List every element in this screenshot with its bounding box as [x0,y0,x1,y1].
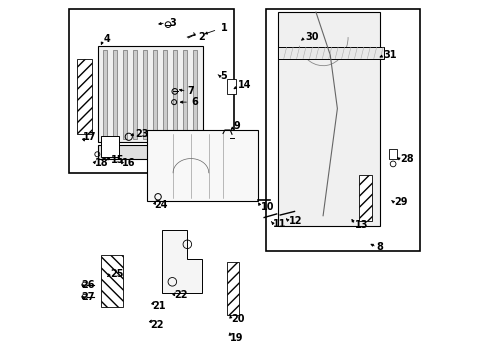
Text: 29: 29 [394,197,407,207]
Text: 14: 14 [238,80,251,90]
FancyBboxPatch shape [101,255,122,307]
Text: 24: 24 [154,200,168,210]
FancyBboxPatch shape [183,50,187,139]
Text: 20: 20 [230,314,244,324]
Text: 22: 22 [174,290,187,300]
FancyBboxPatch shape [77,59,92,134]
Text: 31: 31 [383,50,397,60]
Text: 11: 11 [273,219,286,229]
FancyBboxPatch shape [143,50,147,139]
Polygon shape [147,130,258,202]
Text: 15: 15 [110,156,124,165]
FancyBboxPatch shape [98,145,203,158]
Text: 18: 18 [94,158,108,168]
Text: 13: 13 [354,220,368,230]
FancyBboxPatch shape [123,50,127,139]
Text: 8: 8 [376,242,383,252]
Text: 6: 6 [190,97,197,107]
FancyBboxPatch shape [133,50,137,139]
FancyBboxPatch shape [227,78,235,94]
FancyBboxPatch shape [173,50,177,139]
Text: 21: 21 [152,301,166,311]
Text: 9: 9 [233,121,240,131]
FancyBboxPatch shape [113,50,117,139]
FancyBboxPatch shape [103,50,107,139]
Text: 7: 7 [187,86,194,96]
Text: 30: 30 [305,32,318,42]
Text: 26: 26 [81,280,94,291]
Text: 10: 10 [260,202,273,212]
Text: 19: 19 [230,333,243,343]
Text: 5: 5 [220,71,226,81]
FancyBboxPatch shape [358,175,372,221]
Text: 27: 27 [81,292,94,302]
Polygon shape [278,12,380,226]
Text: 17: 17 [83,132,96,142]
Text: 3: 3 [169,18,176,28]
Text: 23: 23 [135,129,149,139]
Polygon shape [162,230,201,293]
Text: 28: 28 [399,154,413,163]
FancyBboxPatch shape [193,50,197,139]
FancyBboxPatch shape [153,50,157,139]
Text: 12: 12 [288,216,302,226]
Text: 4: 4 [103,34,110,44]
FancyBboxPatch shape [101,136,119,157]
Text: 2: 2 [198,32,204,42]
Text: 25: 25 [110,269,123,279]
Text: 16: 16 [122,158,136,168]
Text: 1: 1 [221,23,227,33]
FancyBboxPatch shape [388,149,396,159]
Text: 22: 22 [149,320,163,330]
FancyBboxPatch shape [226,262,238,315]
FancyBboxPatch shape [163,50,167,139]
FancyBboxPatch shape [278,47,383,59]
FancyBboxPatch shape [98,46,203,143]
